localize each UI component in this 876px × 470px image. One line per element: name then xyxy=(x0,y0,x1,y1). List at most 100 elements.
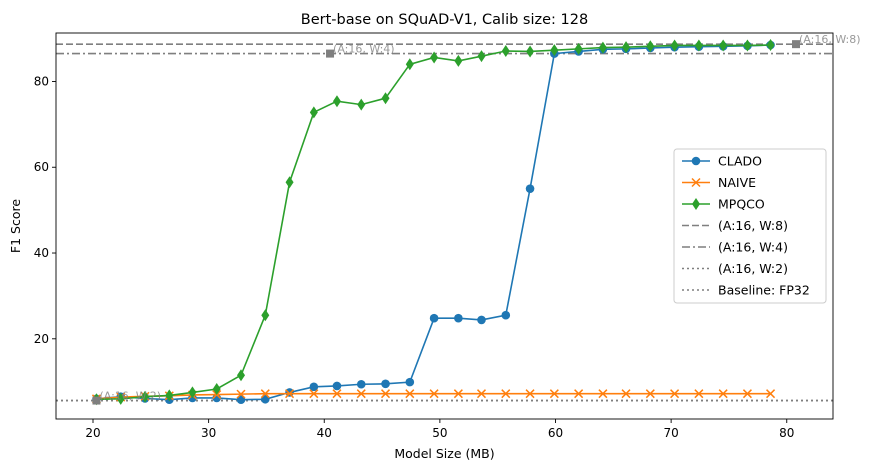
point-mpqco-13 xyxy=(405,58,414,71)
legend-entry-0: CLADO xyxy=(682,154,762,169)
point-mpqco-26 xyxy=(719,39,728,52)
point-naive-18 xyxy=(525,389,535,399)
annotation-label-0: (A:16, W:8) xyxy=(799,33,861,46)
point-mpqco-25 xyxy=(694,39,703,52)
y-axis: 20 40 60 80 xyxy=(34,74,56,346)
annotation-marker-1 xyxy=(326,49,335,58)
point-clado-12 xyxy=(381,379,390,389)
series-layer xyxy=(91,39,776,406)
point-naive-9 xyxy=(309,389,319,399)
point-mpqco-4 xyxy=(188,386,197,399)
point-naive-11 xyxy=(356,389,366,399)
annotation-marker-0 xyxy=(792,40,800,49)
annotation-label-2: (A:16, W:2) xyxy=(99,390,161,403)
point-mpqco-1 xyxy=(116,392,125,405)
point-mpqco-5 xyxy=(212,382,221,395)
point-mpqco-10 xyxy=(332,95,341,108)
y-tick-label-0: 20 xyxy=(34,332,49,346)
point-mpqco-9 xyxy=(309,106,318,119)
point-clado-15 xyxy=(454,313,463,323)
y-axis-label: F1 Score xyxy=(8,199,23,253)
series-clado xyxy=(92,40,775,405)
x-tick-label-2: 40 xyxy=(317,426,332,440)
x-tick-label-0: 20 xyxy=(85,426,100,440)
legend-swatch-marker-2 xyxy=(692,198,700,210)
point-naive-14 xyxy=(429,389,439,399)
legend-label-5: (A:16, W:2) xyxy=(718,261,788,276)
series-line-mpqco xyxy=(96,44,771,401)
legend: CLADO NAIVE MPQCO (A:16, W:8) (A:16, W:4) (A:… xyxy=(673,148,827,304)
point-clado-17 xyxy=(501,310,511,320)
point-mpqco-20 xyxy=(574,42,583,55)
series-line-clado xyxy=(96,44,771,401)
legend-swatch-marker-1 xyxy=(691,177,701,188)
point-clado-11 xyxy=(356,379,366,389)
point-naive-24 xyxy=(670,389,680,399)
point-mpqco-23 xyxy=(646,40,655,53)
point-mpqco-22 xyxy=(622,41,631,54)
x-tick-label-5: 70 xyxy=(663,426,678,440)
y-tick-label-3: 80 xyxy=(34,74,49,88)
point-mpqco-19 xyxy=(550,44,559,57)
point-naive-27 xyxy=(742,389,752,399)
reference-lines xyxy=(56,43,833,402)
point-clado-8 xyxy=(285,388,294,397)
point-clado-6 xyxy=(236,395,246,405)
point-mpqco-15 xyxy=(454,54,463,67)
series-naive xyxy=(91,389,776,404)
point-mpqco-24 xyxy=(670,39,679,52)
x-axis-label: Model Size (MB) xyxy=(394,446,494,461)
legend-swatch-marker-0 xyxy=(691,156,701,166)
y-tick-label-2: 60 xyxy=(34,160,49,174)
point-clado-14 xyxy=(429,313,439,323)
point-clado-16 xyxy=(477,315,486,325)
point-mpqco-14 xyxy=(430,51,439,64)
point-mpqco-6 xyxy=(237,369,245,382)
point-naive-26 xyxy=(718,389,728,399)
point-clado-7 xyxy=(260,394,270,404)
annotation-label-1: (A:16, W:4) xyxy=(333,43,395,56)
point-mpqco-27 xyxy=(743,39,752,52)
point-naive-28 xyxy=(766,389,776,399)
point-mpqco-16 xyxy=(477,50,486,63)
x-tick-label-4: 60 xyxy=(548,426,563,440)
point-naive-13 xyxy=(405,389,415,399)
x-tick-label-3: 50 xyxy=(432,426,447,440)
point-naive-17 xyxy=(501,389,511,399)
point-mpqco-2 xyxy=(141,390,150,403)
legend-entry-5: (A:16, W:2) xyxy=(682,261,788,276)
point-mpqco-28 xyxy=(766,39,775,52)
point-naive-25 xyxy=(694,389,704,399)
legend-entry-6: Baseline: FP32 xyxy=(682,283,810,298)
legend-label-3: (A:16, W:8) xyxy=(718,218,788,233)
point-naive-7 xyxy=(260,389,270,399)
legend-entry-2: MPQCO xyxy=(682,197,765,212)
legend-label-1: NAIVE xyxy=(718,175,756,190)
annotation-marker-2 xyxy=(92,396,101,405)
point-mpqco-17 xyxy=(501,45,510,58)
legend-label-0: CLADO xyxy=(718,154,762,169)
point-naive-22 xyxy=(621,389,631,399)
point-mpqco-21 xyxy=(598,41,607,54)
annotations: (A:16, W:8) (A:16, W:4) (A:16, W:2) xyxy=(92,33,861,405)
chart-title: Bert-base on SQuAD-V1, Calib size: 128 xyxy=(301,12,588,28)
legend-entry-3: (A:16, W:8) xyxy=(682,218,788,233)
legend-label-4: (A:16, W:4) xyxy=(718,240,788,255)
point-naive-23 xyxy=(645,389,655,399)
point-naive-19 xyxy=(549,389,559,399)
point-mpqco-12 xyxy=(381,92,390,105)
legend-label-2: MPQCO xyxy=(718,197,765,212)
plot-frame xyxy=(55,32,834,420)
legend-entry-4: (A:16, W:4) xyxy=(682,240,788,255)
legend-label-6: Baseline: FP32 xyxy=(718,283,810,298)
point-naive-15 xyxy=(453,389,463,399)
legend-box xyxy=(673,148,827,304)
point-clado-18 xyxy=(525,184,535,193)
legend-entry-1: NAIVE xyxy=(682,175,756,190)
point-mpqco-11 xyxy=(357,98,366,111)
point-clado-10 xyxy=(332,381,342,391)
y-tick-label-1: 40 xyxy=(34,246,49,260)
point-naive-21 xyxy=(598,389,608,399)
x-tick-label-1: 30 xyxy=(201,426,216,440)
